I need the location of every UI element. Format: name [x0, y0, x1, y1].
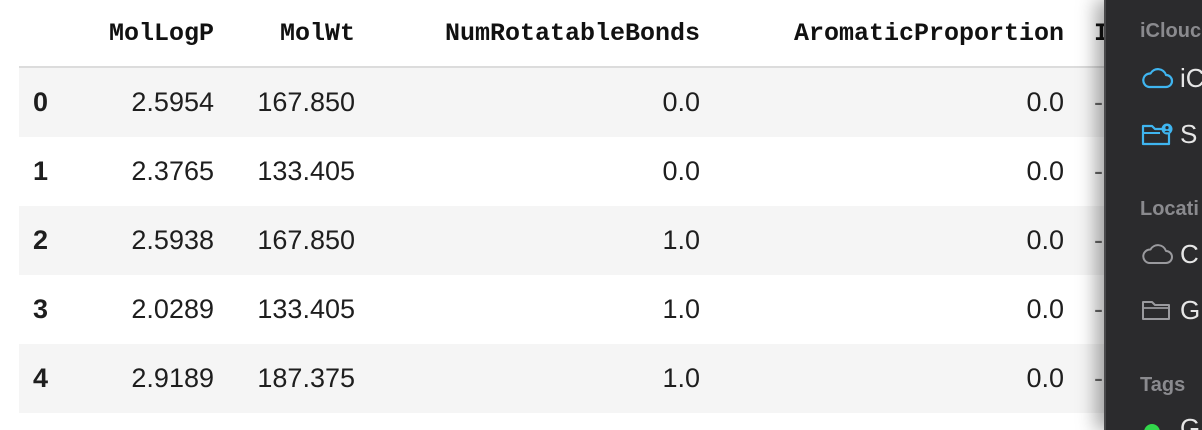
sidebar-item-label: C	[1180, 238, 1199, 269]
cell-mollogp: 2.0289	[131, 294, 214, 324]
sidebar-item-label: G	[1180, 412, 1201, 430]
cell-truncated: -	[1094, 363, 1103, 393]
sidebar-item-tag-green[interactable]: G	[1140, 412, 1200, 430]
cell-mollogp: 2.5938	[131, 225, 214, 255]
sidebar-item-label: S	[1180, 118, 1198, 149]
dataframe-output: MolLogP MolWt NumRotatableBonds Aromatic…	[19, 0, 1119, 430]
sidebar-heading-icloud: iClouc	[1140, 20, 1202, 42]
row-index: 4	[33, 363, 49, 393]
header-row: MolLogP MolWt NumRotatableBonds Aromatic…	[19, 0, 1119, 68]
table-row: 3 2.0289 133.405 1.0 0.0 -	[19, 275, 1119, 344]
cell-mollogp: 2.9189	[131, 363, 214, 393]
row-index: 1	[33, 156, 49, 186]
cell-numrotatablebonds: 1.0	[662, 294, 700, 324]
cell-aromaticproportion: 0.0	[1026, 363, 1064, 393]
table-row: 0 2.5954 167.850 0.0 0.0 -	[19, 67, 1119, 137]
cell-aromaticproportion: 0.0	[1026, 225, 1064, 255]
cell-truncated: -	[1094, 225, 1103, 255]
sidebar-heading-tags: Tags	[1140, 374, 1186, 396]
cell-aromaticproportion: 0.0	[1026, 156, 1064, 186]
cell-numrotatablebonds: 0.0	[662, 87, 700, 117]
cloud-outline-icon	[1140, 240, 1174, 268]
sidebar-item-label: iC	[1180, 62, 1202, 93]
cell-numrotatablebonds: 1.0	[662, 225, 700, 255]
dataframe-table: MolLogP MolWt NumRotatableBonds Aromatic…	[19, 0, 1119, 413]
cell-molwt: 133.405	[257, 156, 355, 186]
cell-numrotatablebonds: 0.0	[662, 156, 700, 186]
column-header-mollogp: MolLogP	[79, 0, 214, 68]
tag-dot-icon	[1140, 414, 1174, 430]
cell-molwt: 167.850	[257, 87, 355, 117]
cell-truncated: -	[1094, 87, 1103, 117]
column-header-numrotatablebonds: NumRotatableBonds	[355, 0, 700, 68]
sidebar-item-icloud-drive[interactable]: iC	[1140, 62, 1202, 94]
shared-folder-icon	[1140, 120, 1174, 148]
cloud-icon	[1140, 64, 1174, 92]
cell-mollogp: 2.3765	[131, 156, 214, 186]
folder-icon	[1140, 296, 1174, 324]
cell-numrotatablebonds: 1.0	[662, 363, 700, 393]
cell-molwt: 167.850	[257, 225, 355, 255]
table-row: 1 2.3765 133.405 0.0 0.0 -	[19, 137, 1119, 206]
sidebar-item-label: G	[1180, 294, 1201, 325]
cell-truncated: -	[1094, 294, 1103, 324]
table-row: 4 2.9189 187.375 1.0 0.0 -	[19, 344, 1119, 413]
column-header-aromaticproportion: AromaticProportion	[700, 0, 1064, 68]
index-header	[19, 0, 79, 68]
sidebar-heading-locations: Locati	[1140, 198, 1199, 220]
sidebar-item-shared[interactable]: S	[1140, 118, 1197, 150]
sidebar-item-cloud-location[interactable]: C	[1140, 238, 1199, 270]
sidebar-item-folder-location[interactable]: G	[1140, 294, 1200, 326]
cell-aromaticproportion: 0.0	[1026, 87, 1064, 117]
cell-aromaticproportion: 0.0	[1026, 294, 1064, 324]
column-header-molwt: MolWt	[214, 0, 355, 68]
cell-molwt: 133.405	[257, 294, 355, 324]
cell-mollogp: 2.5954	[131, 87, 214, 117]
row-index: 3	[33, 294, 49, 324]
cell-truncated: -	[1094, 156, 1103, 186]
cell-molwt: 187.375	[257, 363, 355, 393]
row-index: 0	[33, 87, 49, 117]
finder-sidebar: iClouc iC S Locati	[1104, 0, 1202, 430]
row-index: 2	[33, 225, 49, 255]
table-row: 2 2.5938 167.850 1.0 0.0 -	[19, 206, 1119, 275]
